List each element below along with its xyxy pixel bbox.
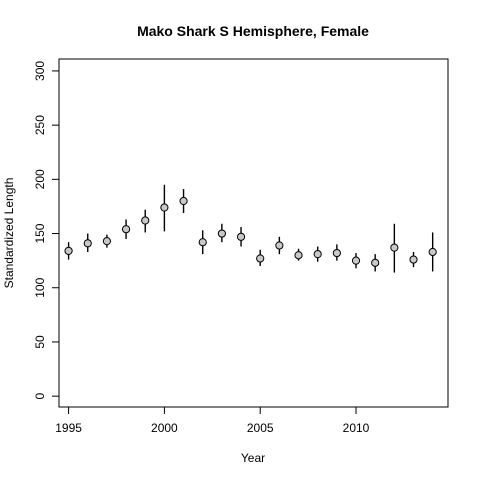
data-point: [428, 247, 437, 257]
x-tick-label: 2000: [151, 421, 178, 435]
data-point: [64, 246, 73, 255]
y-tick-label: 0: [33, 393, 47, 400]
data-point: [102, 237, 112, 246]
y-tick-label: 300: [33, 61, 47, 81]
data-point: [121, 225, 131, 234]
data-point: [409, 255, 418, 264]
x-axis: 1995 2000 2005 2010: [55, 407, 370, 435]
x-tick-label: 2010: [343, 421, 370, 435]
plot-frame: [58, 58, 449, 408]
data-point: [275, 241, 284, 250]
data-point: [83, 239, 92, 248]
x-axis-label: Year: [241, 451, 265, 465]
data-point: [141, 216, 150, 225]
data-point: [313, 250, 322, 259]
data-point: [217, 229, 226, 238]
chart-title: Mako Shark S Hemisphere, Female: [137, 23, 369, 39]
y-tick-label: 250: [33, 115, 47, 135]
data-series: [64, 184, 437, 273]
data-point: [256, 254, 265, 263]
data-point: [371, 258, 380, 267]
data-point: [198, 238, 207, 247]
data-point: [351, 256, 361, 265]
x-tick-label: 2005: [247, 421, 274, 435]
data-point: [179, 196, 188, 206]
data-point: [332, 248, 341, 258]
x-tick-label: 1995: [55, 421, 82, 435]
data-point: [236, 232, 246, 241]
data-point: [160, 203, 169, 212]
y-axis-label: Standardized Length: [2, 178, 16, 289]
data-point: [390, 243, 399, 252]
y-tick-label: 100: [33, 277, 47, 297]
y-tick-label: 50: [33, 335, 47, 349]
data-point: [294, 251, 303, 260]
y-tick-label: 150: [33, 223, 47, 243]
y-tick-label: 200: [33, 169, 47, 189]
y-axis: 0 50 100 150 200 250 300: [33, 61, 59, 400]
